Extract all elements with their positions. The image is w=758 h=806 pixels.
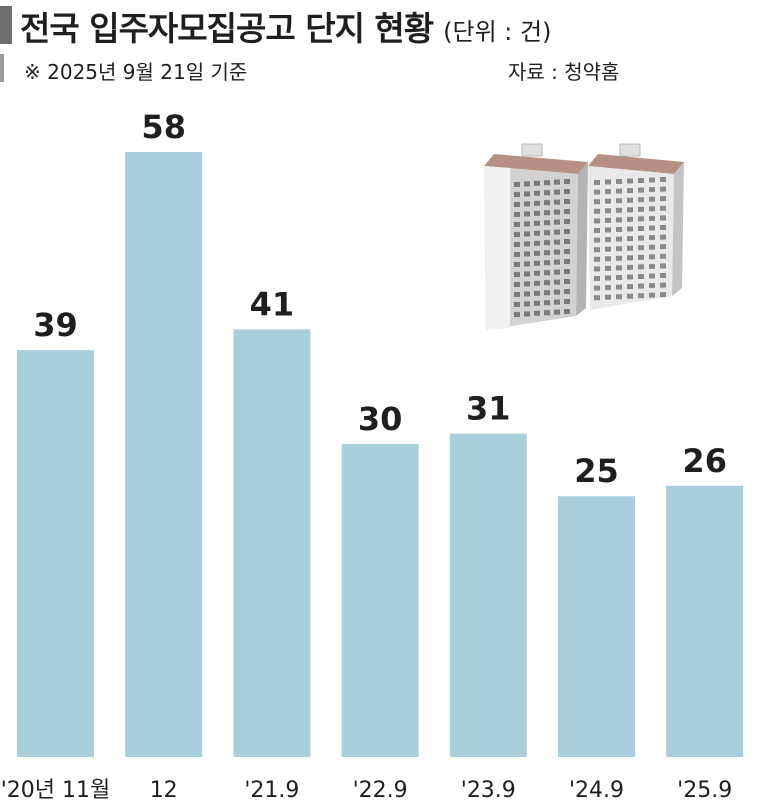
bar-3 (341, 444, 419, 757)
date-accent-bar (0, 54, 4, 82)
bar-2 (233, 329, 311, 757)
category-label-3: '22.9 (353, 778, 408, 803)
category-label-4: '23.9 (461, 778, 516, 803)
title-text: 전국 입주자모집공고 단지 현황 (20, 9, 434, 48)
chart-title: 전국 입주자모집공고 단지 현황 (단위 : 건) (20, 2, 551, 50)
category-label-5: '24.9 (569, 778, 624, 803)
value-label-3: 30 (358, 400, 403, 438)
value-label-1: 58 (141, 108, 186, 146)
apartment-buildings-icon (484, 143, 684, 330)
category-label-0: '20년 11월 (1, 778, 111, 803)
title-accent-bar (0, 6, 12, 44)
value-label-2: 41 (250, 285, 295, 323)
bar-6 (666, 485, 744, 757)
value-label-0: 39 (33, 306, 78, 344)
source-note: 자료 : 청약홈 (508, 60, 620, 84)
category-label-6: '25.9 (677, 778, 732, 803)
value-label-4: 31 (466, 390, 511, 428)
date-note: ※ 2025년 9월 21일 기준 (24, 60, 248, 84)
value-label-6: 26 (682, 442, 727, 480)
unit-label: (단위 : 건) (443, 18, 552, 46)
bar-0 (17, 350, 94, 757)
bar-1 (125, 152, 203, 757)
bar-4 (449, 433, 527, 757)
category-label-2: '21.9 (244, 778, 299, 803)
bar-5 (558, 496, 635, 757)
value-label-5: 25 (574, 452, 619, 490)
category-label-1: 12 (150, 778, 178, 803)
